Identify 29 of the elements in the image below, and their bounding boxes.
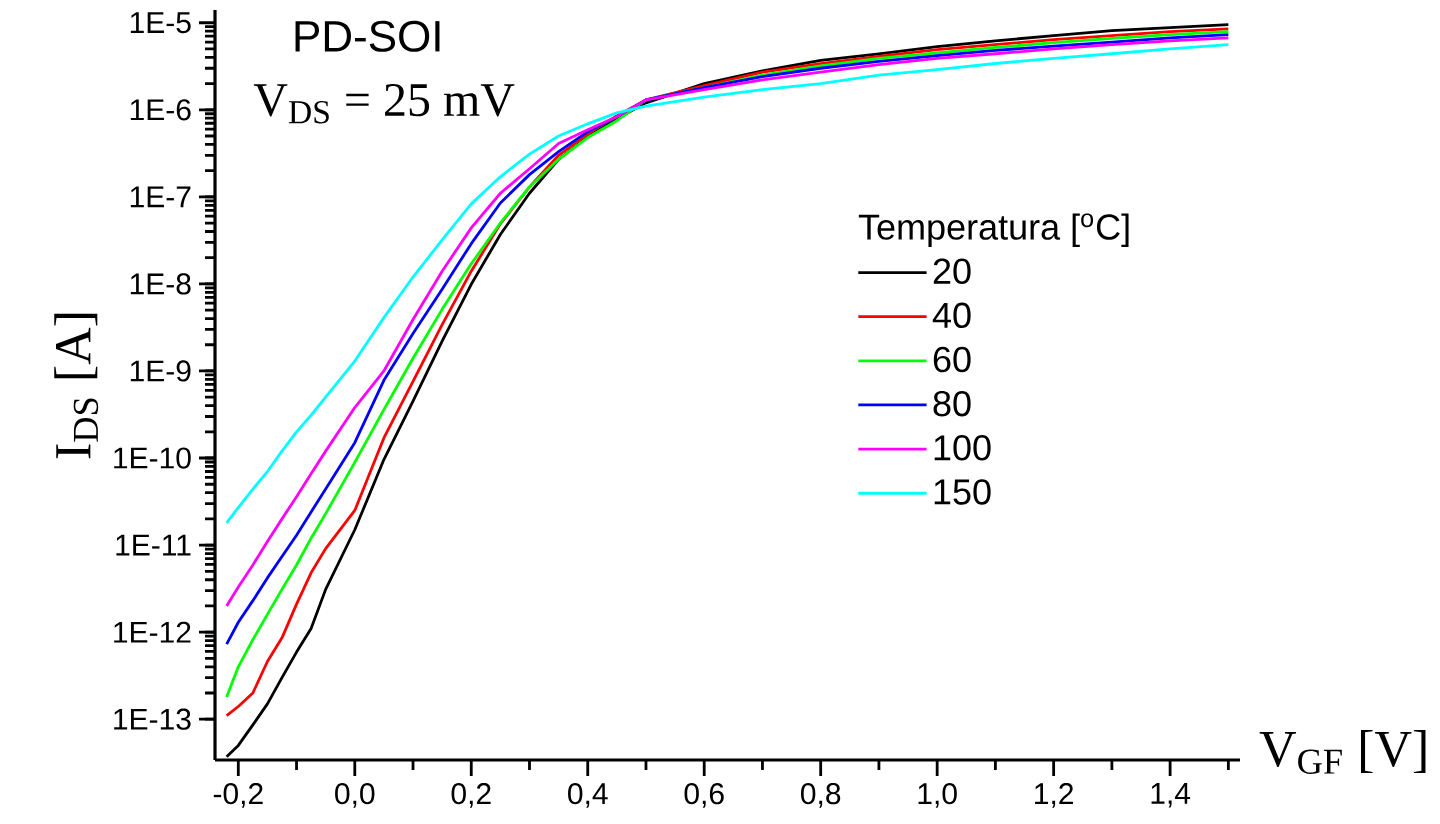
y-tick-label: 1E-9	[130, 360, 191, 382]
x-tick-label: 0,6	[684, 783, 724, 808]
y-tick-label: 1E-5	[130, 12, 191, 34]
x-tick-label: 0,8	[801, 783, 841, 808]
annotation: V$_{DS}$ = 25 mV	[253, 83, 515, 124]
legend-label: 100	[934, 435, 991, 461]
x-tick-label: 1,0	[918, 783, 957, 808]
y-tick-label: 1E-7	[130, 186, 191, 208]
y-axis-title: I$_{DS}$ [A]	[54, 313, 99, 459]
legend-title: Temperatura [$^{o}$C]	[858, 213, 1129, 247]
legend-label: 20	[933, 258, 971, 284]
x-tick-label: 1,4	[1151, 783, 1191, 808]
y-tick-label: 1E-12	[114, 621, 191, 643]
y-tick-label: 1E-10	[114, 447, 191, 469]
y-tick-label: 1E-11	[116, 534, 191, 556]
legend-label: 40	[932, 302, 971, 329]
x-axis-title: V$_{GF}$ [V]	[1259, 730, 1426, 774]
y-tick-label: 1E-8	[130, 273, 191, 295]
x-tick-label: 0,2	[451, 783, 491, 808]
y-tick-label: 1E-13	[114, 708, 191, 730]
x-tick-label: -0,2	[213, 783, 263, 808]
x-tick-label: 1,2	[1035, 783, 1073, 808]
x-tick-label: 0,0	[335, 783, 375, 808]
legend-label: 80	[933, 390, 971, 417]
x-tick-label: 0,4	[568, 783, 608, 808]
legend-label: 150	[934, 479, 991, 505]
legend-label: 60	[933, 346, 971, 373]
annotation: PD-SOI	[295, 20, 440, 52]
y-tick-label: 1E-6	[130, 99, 191, 121]
